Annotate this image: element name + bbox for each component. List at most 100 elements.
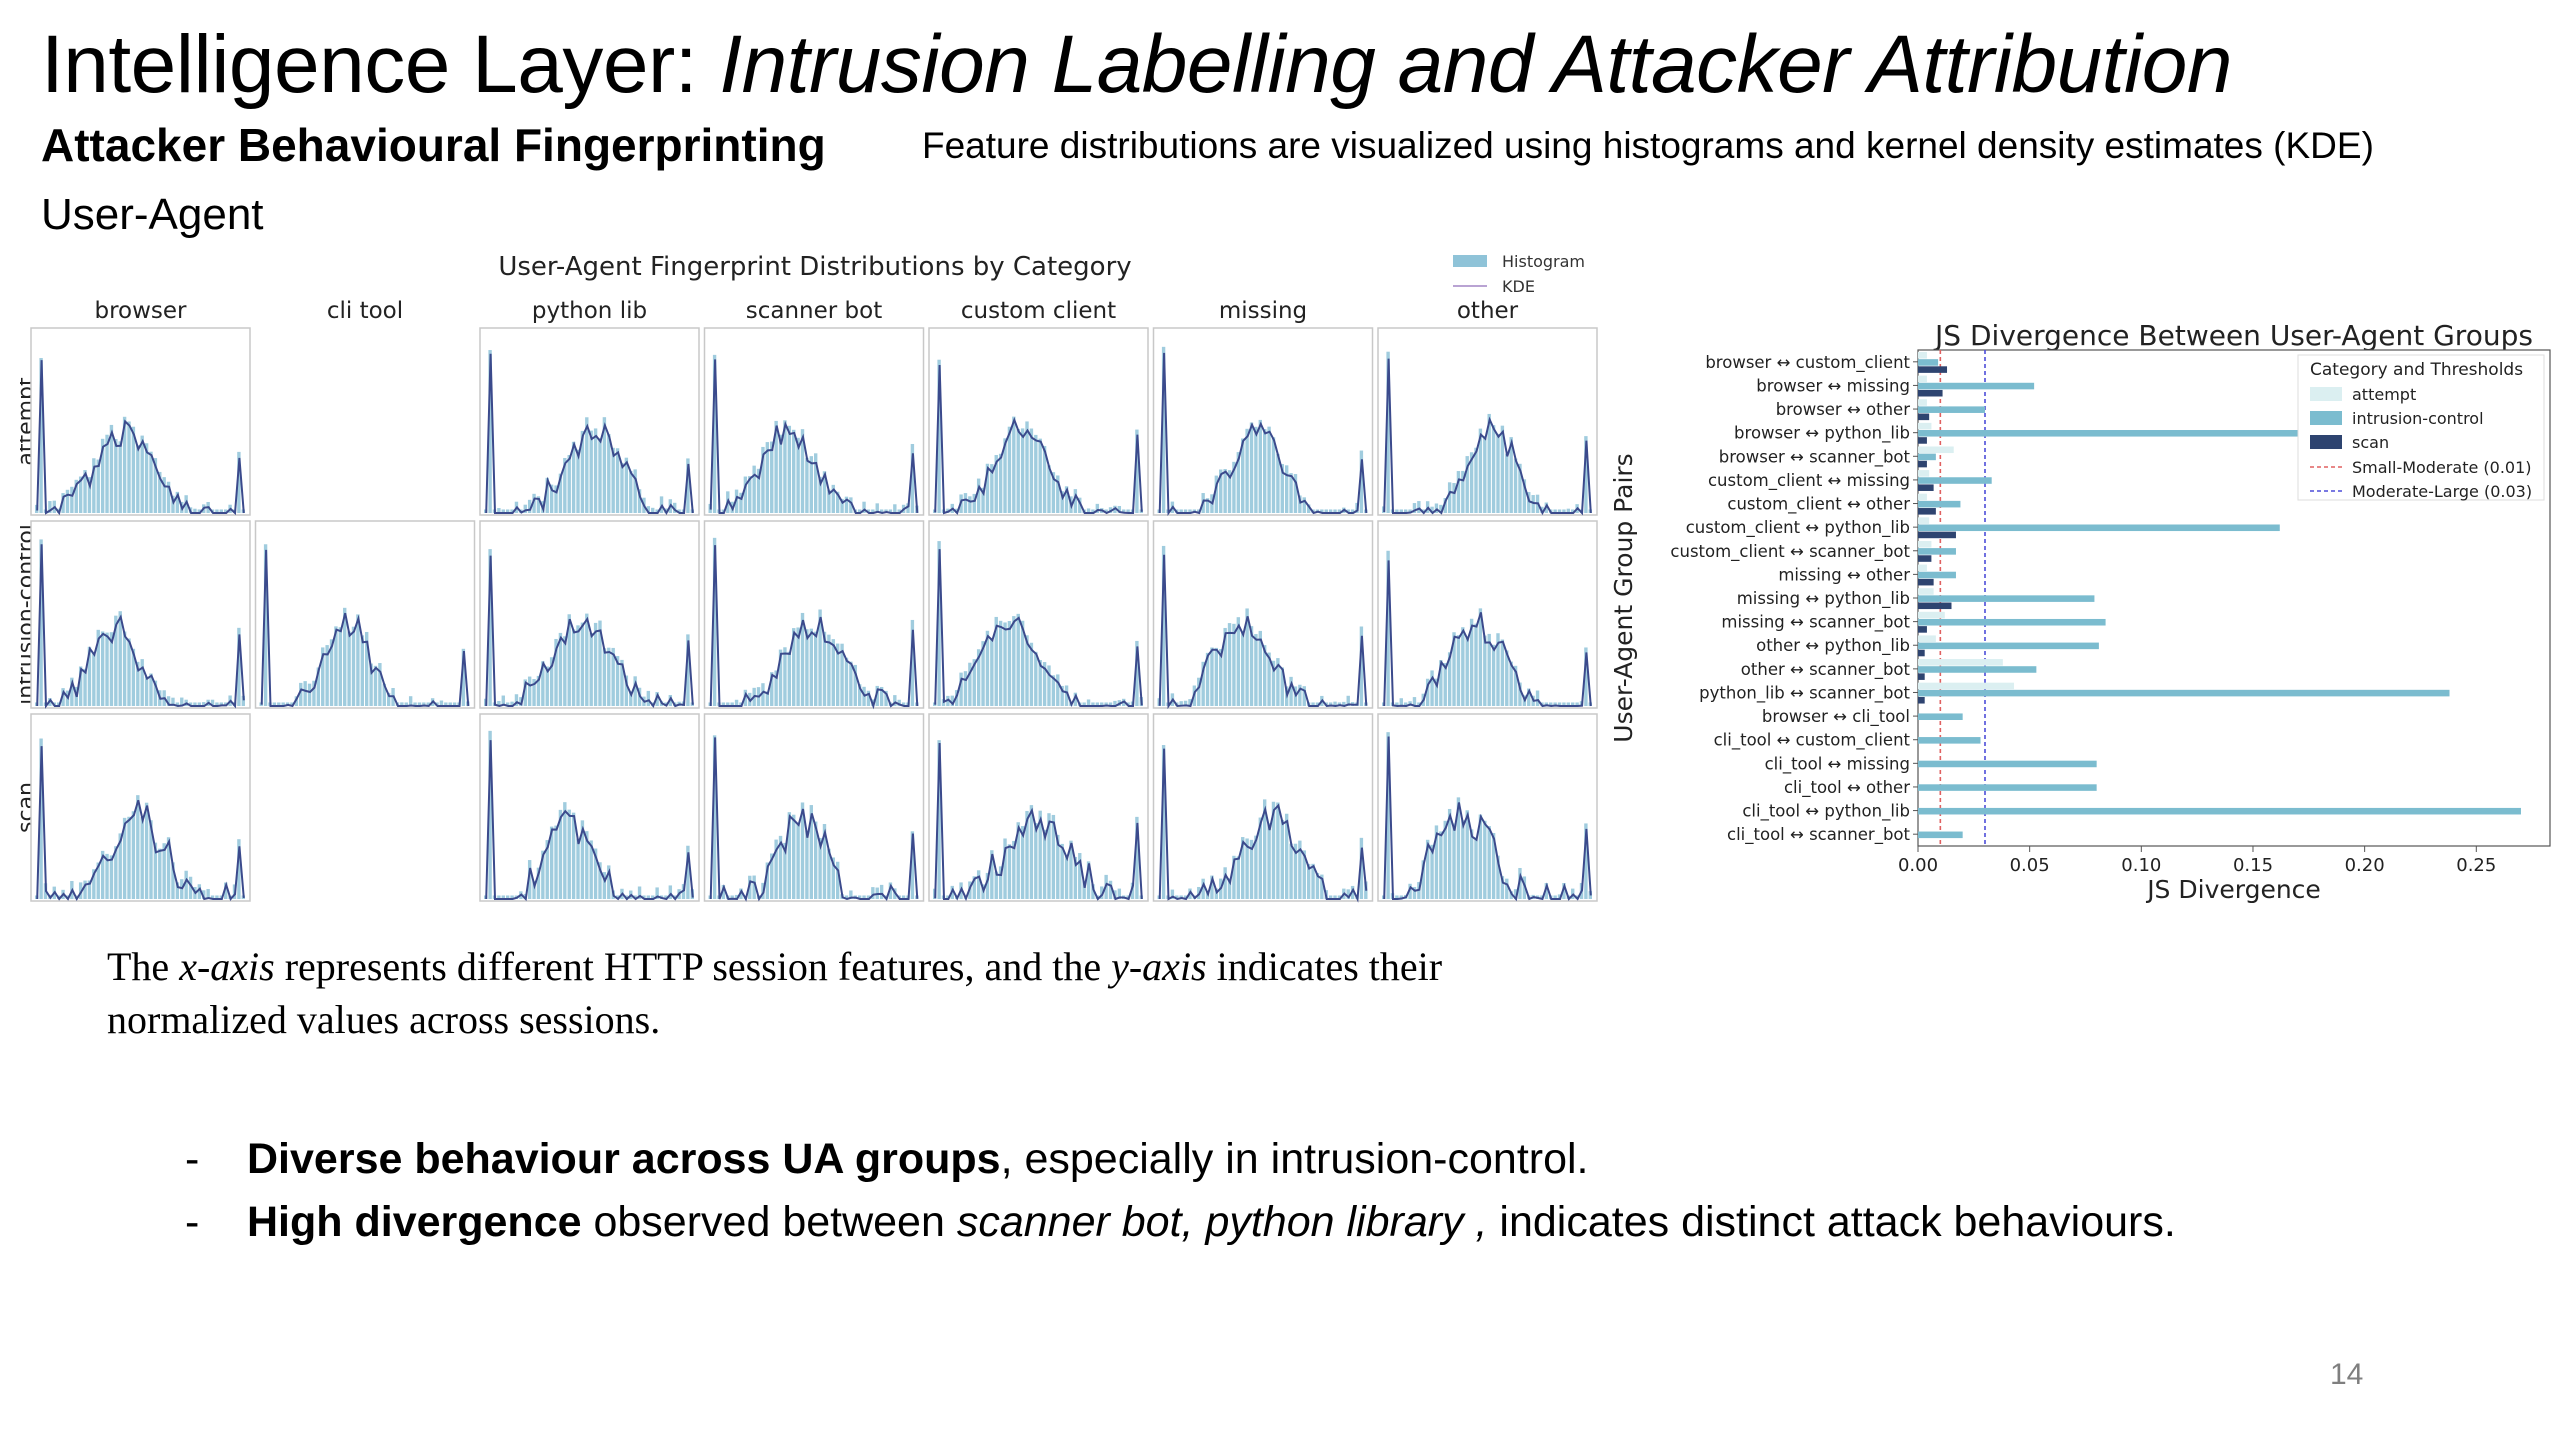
histogram-bar	[219, 702, 224, 706]
histogram-bar	[994, 455, 998, 513]
histogram-bar	[893, 695, 897, 706]
histogram-bar	[1553, 895, 1557, 899]
histogram-bar	[981, 487, 985, 513]
histogram-bar	[1236, 452, 1241, 513]
histogram-bar	[545, 666, 549, 706]
histogram-bar	[1086, 699, 1091, 706]
histogram-bar	[83, 880, 87, 899]
histogram-bar	[408, 696, 413, 706]
histogram-bar	[611, 647, 615, 706]
histogram-bar	[1584, 823, 1588, 899]
divergence-bar	[1918, 366, 1948, 373]
histogram-bar	[122, 416, 127, 513]
histogram-bar	[1461, 627, 1465, 706]
histogram-bar	[1535, 690, 1540, 706]
histogram-bar	[114, 846, 118, 899]
histogram-bar	[171, 862, 175, 899]
histogram-bar	[1232, 461, 1236, 513]
histogram-bar	[1505, 650, 1509, 706]
divergence-bar	[1918, 548, 1956, 555]
kde-curve	[1158, 554, 1368, 710]
histogram-bar	[149, 820, 153, 899]
histogram-bar	[92, 869, 96, 899]
histogram-bar	[1430, 506, 1434, 513]
histogram-bar	[299, 682, 303, 706]
histogram-bar	[171, 697, 175, 706]
histogram-bar	[712, 354, 717, 513]
histogram-bar	[1306, 863, 1311, 899]
histogram-bar	[629, 691, 633, 706]
kde-curve	[36, 360, 245, 516]
histogram-bar	[1496, 633, 1500, 706]
kde-curve	[36, 746, 245, 902]
histogram-bar	[307, 683, 312, 706]
histogram-bar	[910, 831, 915, 899]
histogram-bar	[1311, 863, 1315, 899]
histogram-bar	[567, 614, 571, 706]
histogram-bar	[1249, 422, 1254, 513]
histogram-bar	[127, 816, 131, 899]
histogram-bar	[598, 620, 602, 706]
histogram-bar	[488, 730, 492, 899]
histogram-bar	[1522, 876, 1527, 899]
histogram-bar	[990, 850, 994, 899]
histogram-bar	[646, 895, 651, 899]
histogram-bar	[871, 887, 875, 899]
histogram-bar	[1500, 639, 1505, 706]
kde-curve	[934, 549, 1143, 708]
histogram-panel	[703, 520, 925, 710]
histogram-bar	[1298, 684, 1302, 706]
histogram-bar	[602, 872, 607, 899]
histogram-bar	[607, 865, 611, 899]
histogram-bar	[83, 470, 87, 513]
histogram-bar	[1051, 472, 1056, 513]
kde-curve	[485, 353, 694, 515]
histogram-bar	[857, 509, 862, 513]
histogram-bar	[985, 463, 990, 513]
histogram-bar	[136, 795, 140, 899]
histogram-bar	[1575, 702, 1579, 706]
histogram-bar	[827, 634, 831, 706]
histogram-bar	[910, 619, 915, 706]
histogram-bar	[1042, 829, 1047, 899]
kde-curve	[260, 549, 470, 708]
divergence-bar	[1918, 784, 2097, 791]
panel-frame	[703, 520, 925, 709]
findings-list: - Diverse behaviour across UA groups, esp…	[185, 1135, 2176, 1261]
histogram-bar	[589, 840, 593, 899]
histogram-bar	[1183, 700, 1188, 706]
histogram-bar	[800, 802, 805, 899]
histogram-bar	[1491, 833, 1496, 899]
finding-2-bold: High divergence	[247, 1198, 582, 1246]
histogram-bar	[1557, 894, 1562, 899]
histogram-bar	[1395, 895, 1399, 899]
histogram-bar	[778, 835, 783, 899]
histogram-bar	[122, 817, 127, 899]
histogram-bar	[505, 702, 510, 706]
legend-label: scan	[2352, 433, 2389, 452]
histogram-bar	[461, 648, 466, 706]
pair-label: custom_client ↔ scanner_bot	[1670, 542, 1910, 562]
histogram-bar	[1276, 802, 1280, 899]
histogram-bar	[1421, 860, 1425, 899]
legend-label: Moderate-Large (0.03)	[2352, 482, 2532, 501]
histogram-bar	[61, 493, 65, 513]
histogram-bar	[210, 895, 215, 899]
histogram-bar	[1258, 817, 1262, 899]
histogram-bar	[1082, 702, 1086, 706]
histogram-bar	[439, 700, 444, 706]
histogram-bar	[1249, 839, 1254, 899]
histogram-bar	[114, 438, 118, 513]
histogram-bar	[1038, 438, 1042, 513]
histogram-bar	[118, 833, 122, 899]
legend-box	[2297, 354, 2545, 501]
histogram-bar	[774, 839, 778, 899]
histogram-bar	[1350, 509, 1355, 513]
divergence-bar	[1918, 352, 1927, 359]
histogram-bar	[1465, 456, 1469, 513]
histogram-bar	[1183, 895, 1188, 899]
histogram-bar	[1188, 509, 1192, 513]
divergence-bar	[1918, 437, 1927, 444]
histogram-bar	[1284, 465, 1289, 513]
histogram-bar	[329, 639, 334, 706]
